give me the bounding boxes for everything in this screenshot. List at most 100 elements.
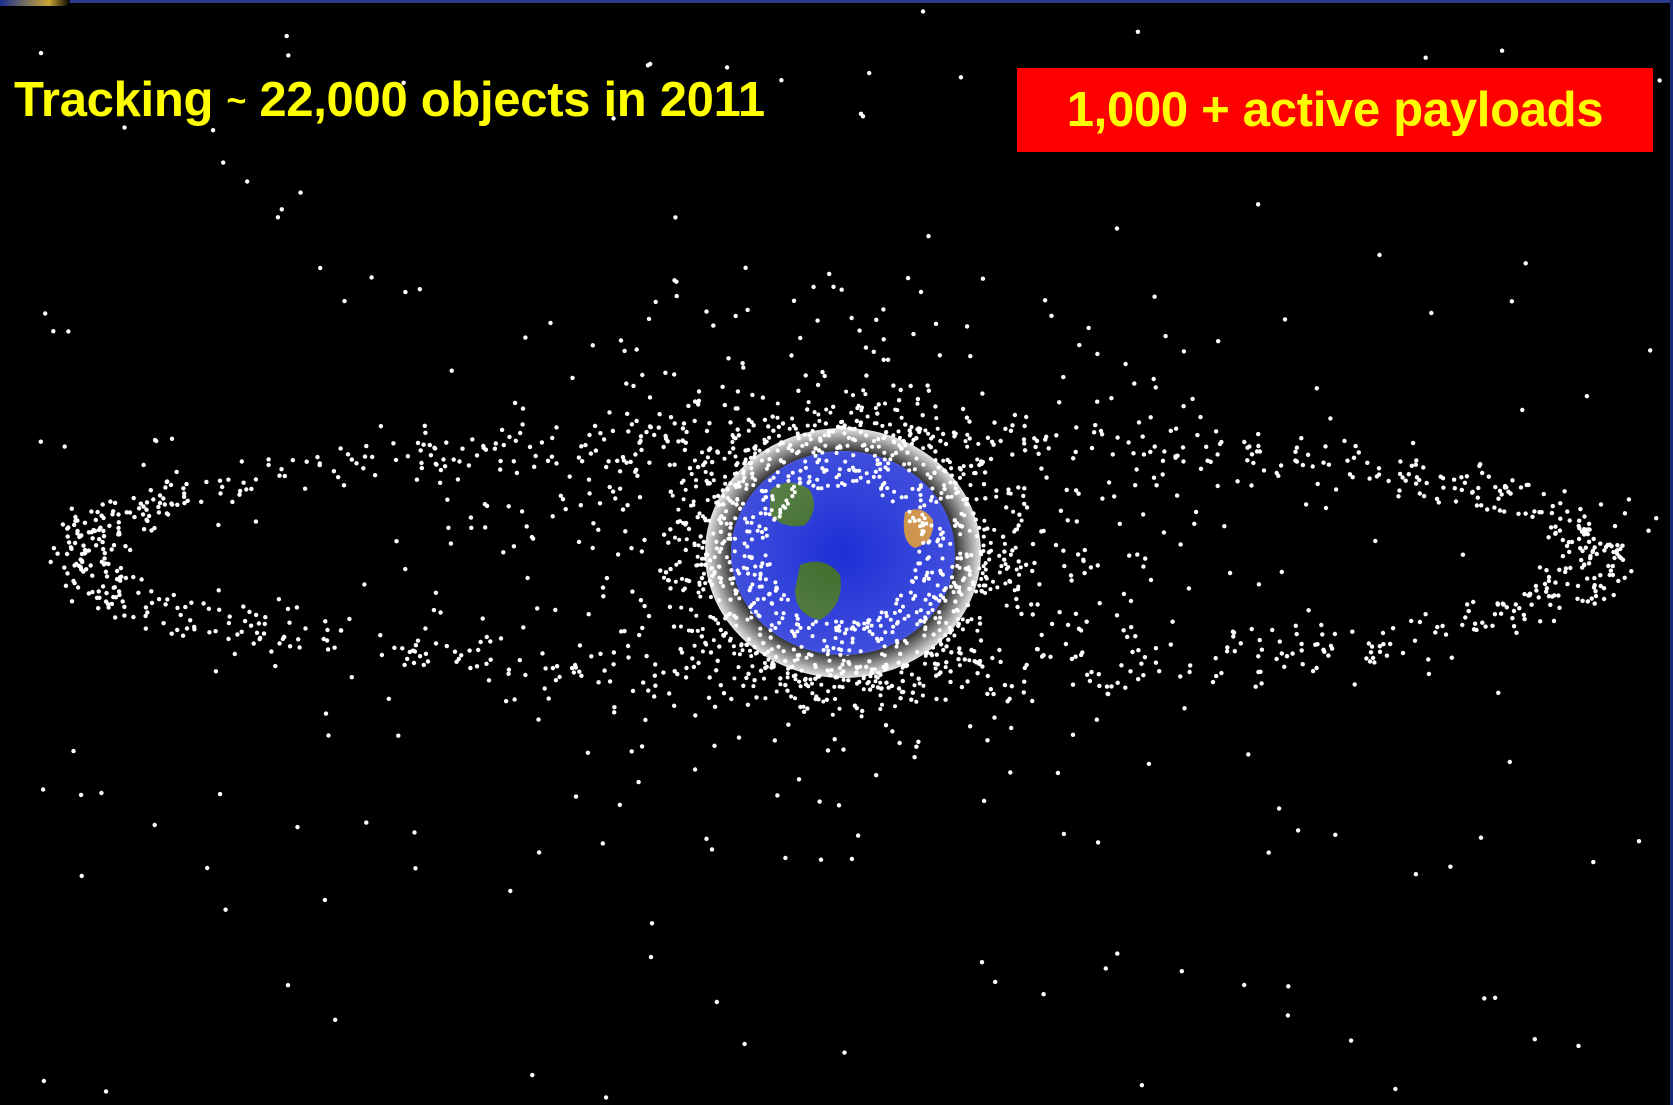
debris-dot: [746, 637, 751, 642]
debris-dot: [758, 576, 763, 581]
debris-dot: [484, 634, 489, 640]
debris-dot: [749, 615, 754, 620]
debris-dot: [449, 368, 454, 373]
debris-dot: [662, 575, 666, 580]
debris-dot: [921, 540, 926, 545]
debris-dot: [1003, 426, 1008, 431]
debris-dot: [682, 447, 688, 453]
debris-dot: [1074, 425, 1079, 430]
debris-dot: [456, 656, 461, 662]
debris-dot: [683, 547, 688, 553]
debris-dot: [1186, 586, 1192, 591]
debris-dot: [1091, 430, 1097, 435]
debris-dot: [948, 630, 953, 635]
debris-dot: [73, 514, 78, 520]
debris-dot: [338, 446, 343, 451]
debris-dot: [72, 540, 78, 546]
debris-dot: [869, 623, 874, 628]
debris-dot: [849, 410, 854, 415]
debris-dot: [977, 615, 982, 620]
debris-dot: [1350, 475, 1355, 480]
debris-dot: [778, 507, 783, 512]
debris-dot: [262, 621, 267, 627]
debris-dot: [1612, 523, 1618, 529]
debris-dot: [700, 450, 704, 455]
debris-dot: [851, 393, 855, 398]
debris-dot: [926, 576, 931, 581]
debris-dot: [759, 564, 764, 569]
debris-dot: [1106, 480, 1112, 485]
debris-dot: [1030, 541, 1036, 547]
debris-dot: [536, 850, 542, 855]
debris-dot: [1537, 565, 1543, 570]
debris-dot: [284, 33, 289, 39]
debris-dot: [935, 426, 940, 431]
debris-dot: [751, 423, 756, 428]
debris-dot: [1136, 648, 1141, 653]
debris-dot: [585, 750, 591, 755]
debris-dot: [634, 467, 639, 472]
debris-dot: [812, 410, 817, 415]
debris-dot: [820, 369, 825, 375]
debris-dot: [102, 550, 108, 556]
debris-dot: [717, 517, 722, 522]
debris-dot: [721, 584, 726, 589]
debris-dot: [778, 510, 783, 515]
debris-dot: [878, 672, 883, 677]
debris-dot: [226, 620, 232, 626]
debris-dot: [786, 446, 791, 451]
debris-dot: [1328, 416, 1333, 421]
debris-dot: [956, 617, 961, 622]
debris-dot: [501, 550, 506, 555]
debris-dot: [506, 671, 511, 676]
debris-dot: [989, 439, 995, 444]
debris-dot: [512, 400, 518, 406]
debris-dot: [704, 836, 709, 841]
debris-dot: [269, 649, 274, 654]
debris-dot: [103, 569, 109, 574]
debris-dot: [95, 509, 100, 515]
debris-dot: [898, 696, 903, 701]
debris-dot: [488, 657, 493, 662]
debris-dot: [1579, 529, 1585, 534]
debris-dot: [1061, 831, 1067, 837]
debris-dot: [638, 598, 644, 603]
debris-dot: [1232, 649, 1238, 654]
debris-dot: [612, 705, 617, 710]
debris-dot: [1139, 661, 1144, 666]
headline-part2: 22,000 objects in 2011: [246, 73, 765, 127]
debris-dot: [1256, 654, 1261, 659]
debris-dot: [723, 481, 728, 486]
debris-dot: [902, 462, 906, 467]
debris-dot: [752, 572, 757, 577]
debris-dot: [875, 411, 880, 416]
debris-dot: [858, 649, 863, 654]
debris-dot: [1586, 521, 1592, 526]
debris-dot: [1557, 567, 1562, 572]
debris-dot: [962, 657, 967, 662]
debris-dot: [1381, 642, 1386, 647]
debris-dot: [1414, 458, 1419, 463]
debris-dot: [185, 498, 190, 503]
debris-dot: [992, 527, 997, 532]
debris-dot: [958, 475, 962, 480]
debris-dot: [481, 443, 486, 449]
debris-dot: [728, 420, 733, 425]
debris-dot: [790, 416, 795, 421]
debris-dot: [511, 459, 516, 464]
debris-dot: [732, 676, 737, 681]
debris-dot: [929, 523, 934, 528]
debris-dot: [1364, 656, 1369, 661]
debris-dot: [746, 417, 751, 422]
debris-dot: [161, 621, 166, 626]
debris-dot: [782, 593, 786, 598]
debris-dot: [811, 450, 816, 455]
debris-dot: [912, 518, 917, 523]
debris-dot: [629, 749, 634, 754]
debris-dot: [708, 614, 713, 619]
debris-dot: [1592, 545, 1597, 550]
debris-dot: [400, 646, 405, 651]
debris-dot: [769, 623, 774, 628]
debris-dot: [865, 414, 870, 419]
debris-dot: [1440, 623, 1445, 629]
